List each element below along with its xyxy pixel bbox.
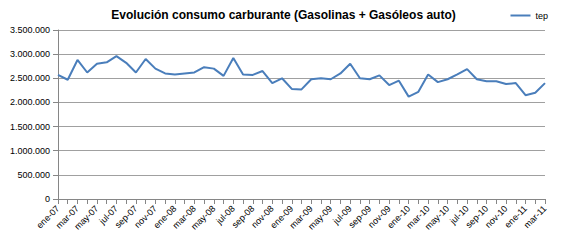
svg-text:may-10: may-10 bbox=[423, 203, 451, 231]
svg-text:1.500.000: 1.500.000 bbox=[10, 122, 50, 132]
svg-text:0: 0 bbox=[45, 194, 50, 204]
svg-text:Evolución consumo carburante (: Evolución consumo carburante (Gasolinas … bbox=[111, 8, 455, 22]
svg-text:sep-07: sep-07 bbox=[113, 203, 140, 230]
svg-text:sep-09: sep-09 bbox=[346, 203, 374, 230]
svg-text:mar-07: mar-07 bbox=[53, 203, 81, 231]
svg-text:sep-10: sep-10 bbox=[463, 203, 491, 230]
svg-text:tep: tep bbox=[535, 11, 548, 21]
svg-text:mar-11: mar-11 bbox=[522, 203, 549, 230]
svg-text:ene-07: ene-07 bbox=[34, 203, 62, 231]
svg-text:nov-07: nov-07 bbox=[132, 203, 159, 230]
svg-text:3.500.000: 3.500.000 bbox=[10, 25, 50, 35]
svg-text:ene-10: ene-10 bbox=[385, 203, 413, 231]
svg-text:nov-08: nov-08 bbox=[249, 203, 276, 230]
svg-text:ene-09: ene-09 bbox=[268, 203, 296, 231]
svg-text:jul-08: jul-08 bbox=[214, 203, 237, 227]
svg-text:nov-10: nov-10 bbox=[483, 203, 510, 230]
svg-text:may-07: may-07 bbox=[72, 203, 100, 231]
svg-text:may-08: may-08 bbox=[189, 203, 217, 231]
svg-text:ene-08: ene-08 bbox=[151, 203, 179, 231]
svg-text:500.000: 500.000 bbox=[17, 170, 50, 180]
svg-text:may-09: may-09 bbox=[306, 203, 334, 231]
svg-text:mar-10: mar-10 bbox=[404, 203, 432, 231]
svg-text:nov-09: nov-09 bbox=[366, 203, 393, 230]
svg-text:jul-09: jul-09 bbox=[331, 203, 354, 227]
svg-text:ene-11: ene-11 bbox=[502, 203, 530, 230]
svg-text:2.000.000: 2.000.000 bbox=[10, 97, 50, 107]
svg-text:3.000.000: 3.000.000 bbox=[10, 49, 50, 59]
svg-text:mar-09: mar-09 bbox=[287, 203, 315, 231]
svg-text:jul-10: jul-10 bbox=[448, 203, 471, 227]
svg-text:sep-08: sep-08 bbox=[229, 203, 257, 230]
svg-text:jul-07: jul-07 bbox=[97, 203, 120, 227]
svg-text:1.000.000: 1.000.000 bbox=[10, 146, 50, 156]
svg-text:mar-08: mar-08 bbox=[170, 203, 198, 231]
svg-text:2.500.000: 2.500.000 bbox=[10, 73, 50, 83]
